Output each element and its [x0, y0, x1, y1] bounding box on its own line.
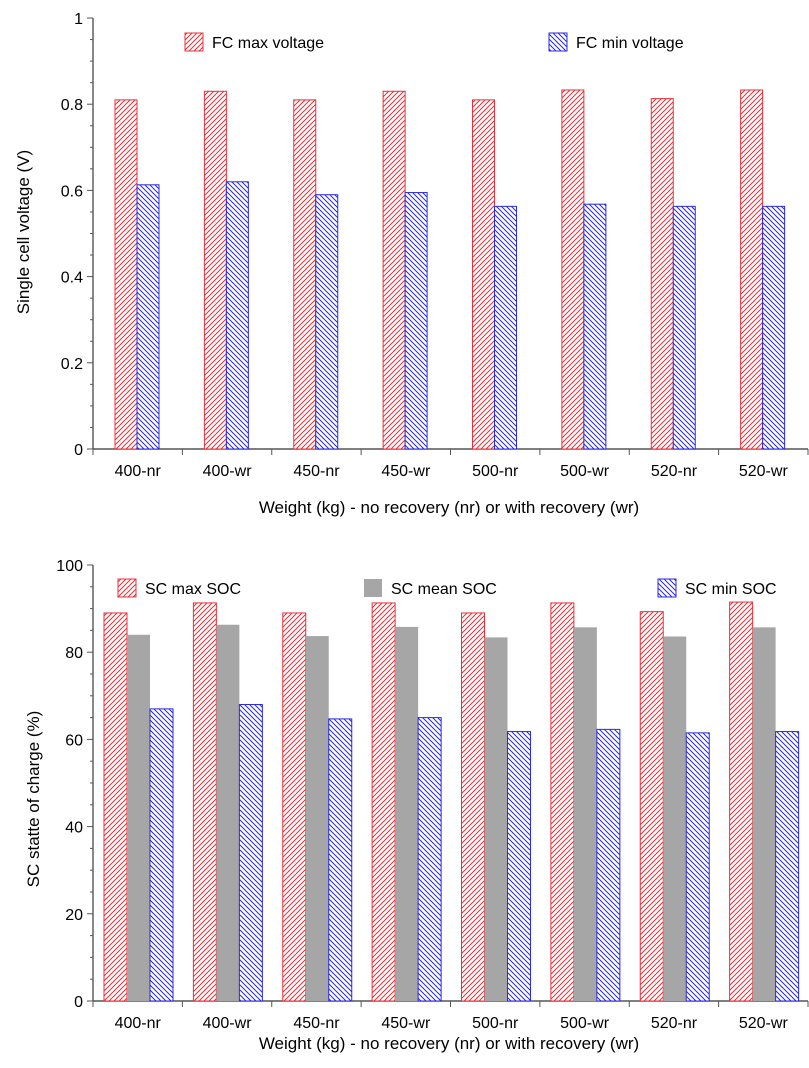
y-axis-label: SC statte of charge (%)	[24, 711, 43, 888]
bar-fc-min-voltage	[583, 203, 607, 450]
bar-sc-max-soc	[282, 612, 307, 1002]
y-tick-label: 0.2	[61, 356, 83, 373]
legend-label: SC mean SOC	[391, 581, 497, 598]
legend-label: FC min voltage	[576, 35, 684, 52]
x-tick-label: 520-nr	[651, 463, 698, 480]
bar-fc-min-voltage	[494, 205, 517, 450]
x-tick-label: 500-wr	[560, 1015, 610, 1032]
bar-sc-mean-soc	[752, 627, 776, 1001]
x-tick-label: 500-nr	[472, 463, 519, 480]
legend-swatch	[548, 32, 568, 52]
bar-fc-max-voltage	[114, 99, 138, 450]
x-tick-label: 400-wr	[203, 463, 253, 480]
x-tick-label: 450-wr	[381, 1015, 431, 1032]
legend-label: SC max SOC	[145, 581, 241, 598]
bar-sc-min-soc	[685, 732, 710, 1002]
bar-sc-min-soc	[775, 731, 800, 1002]
x-tick-label: 500-wr	[560, 463, 610, 480]
y-axis-label: Single cell voltage (V)	[14, 150, 33, 314]
bar-fc-min-voltage	[315, 194, 339, 450]
bar-sc-min-soc	[328, 718, 353, 1002]
bar-sc-max-soc	[103, 612, 128, 1002]
y-tick-label: 0	[74, 994, 83, 1011]
legend-label: SC min SOC	[685, 581, 777, 598]
x-tick-label: 450-wr	[381, 463, 431, 480]
x-tick-label: 450-nr	[293, 463, 340, 480]
bar-sc-mean-soc	[127, 634, 150, 1001]
y-tick-label: 80	[65, 645, 83, 662]
bar-sc-min-soc	[238, 704, 263, 1002]
x-tick-label: 500-nr	[472, 1015, 519, 1032]
bar-sc-mean-soc	[305, 636, 329, 1001]
bar-fc-min-voltage	[672, 205, 696, 450]
x-tick-label: 520-wr	[739, 463, 789, 480]
x-tick-label: 400-wr	[203, 1015, 253, 1032]
bar-sc-min-soc	[507, 731, 531, 1002]
bar-fc-max-voltage	[650, 98, 674, 450]
bar-sc-min-soc	[149, 708, 174, 1002]
chart-fc-voltage: Single cell voltage (V) Weight (kg) - no…	[14, 11, 809, 517]
bar-sc-min-soc	[417, 717, 442, 1002]
legend-swatch	[117, 578, 137, 598]
bar-fc-max-voltage	[472, 99, 495, 450]
legend-swatch	[184, 32, 204, 52]
bar-fc-max-voltage	[382, 90, 406, 450]
bar-sc-mean-soc	[395, 626, 419, 1001]
legend-label: FC max voltage	[212, 35, 324, 52]
bar-fc-min-voltage	[225, 181, 249, 450]
bar-sc-max-soc	[639, 611, 664, 1002]
legend-swatch	[657, 578, 677, 598]
legend-swatch	[364, 579, 382, 597]
x-axis-label: Weight (kg) - no recovery (nr) or with r…	[259, 1034, 639, 1053]
bar-fc-max-voltage	[293, 99, 317, 450]
x-tick-label: 400-nr	[115, 463, 162, 480]
bar-fc-max-voltage	[203, 90, 227, 450]
bar-fc-max-voltage	[740, 89, 764, 450]
bar-fc-min-voltage	[404, 192, 428, 450]
bar-sc-min-soc	[596, 728, 621, 1002]
bar-sc-max-soc	[371, 602, 396, 1002]
bar-fc-min-voltage	[136, 184, 160, 450]
y-tick-label: 1	[74, 11, 83, 28]
bar-fc-min-voltage	[762, 205, 786, 450]
x-tick-label: 520-nr	[651, 1015, 698, 1032]
bar-sc-max-soc	[729, 601, 754, 1002]
bar-sc-mean-soc	[573, 627, 597, 1001]
bar-sc-max-soc	[192, 602, 217, 1002]
x-tick-label: 450-nr	[293, 1015, 340, 1032]
chart-sc-soc: SC statte of charge (%) Weight (kg) - no…	[24, 558, 809, 1053]
bar-sc-mean-soc	[663, 636, 687, 1001]
x-tick-label: 520-wr	[739, 1015, 789, 1032]
y-tick-label: 40	[65, 820, 83, 837]
bar-sc-mean-soc	[216, 624, 240, 1001]
x-axis-label: Weight (kg) - no recovery (nr) or with r…	[259, 498, 639, 517]
y-tick-label: 0.8	[61, 97, 83, 114]
y-tick-label: 60	[65, 732, 83, 749]
y-tick-label: 0	[74, 442, 83, 459]
y-tick-label: 0.6	[61, 183, 83, 200]
bar-fc-max-voltage	[561, 89, 585, 450]
bar-sc-max-soc	[461, 612, 485, 1002]
x-tick-label: 400-nr	[115, 1015, 162, 1032]
bar-sc-max-soc	[550, 602, 575, 1002]
y-tick-label: 0.4	[61, 270, 83, 287]
bar-sc-mean-soc	[484, 637, 508, 1001]
y-tick-label: 20	[65, 907, 83, 924]
y-tick-label: 100	[56, 558, 83, 575]
